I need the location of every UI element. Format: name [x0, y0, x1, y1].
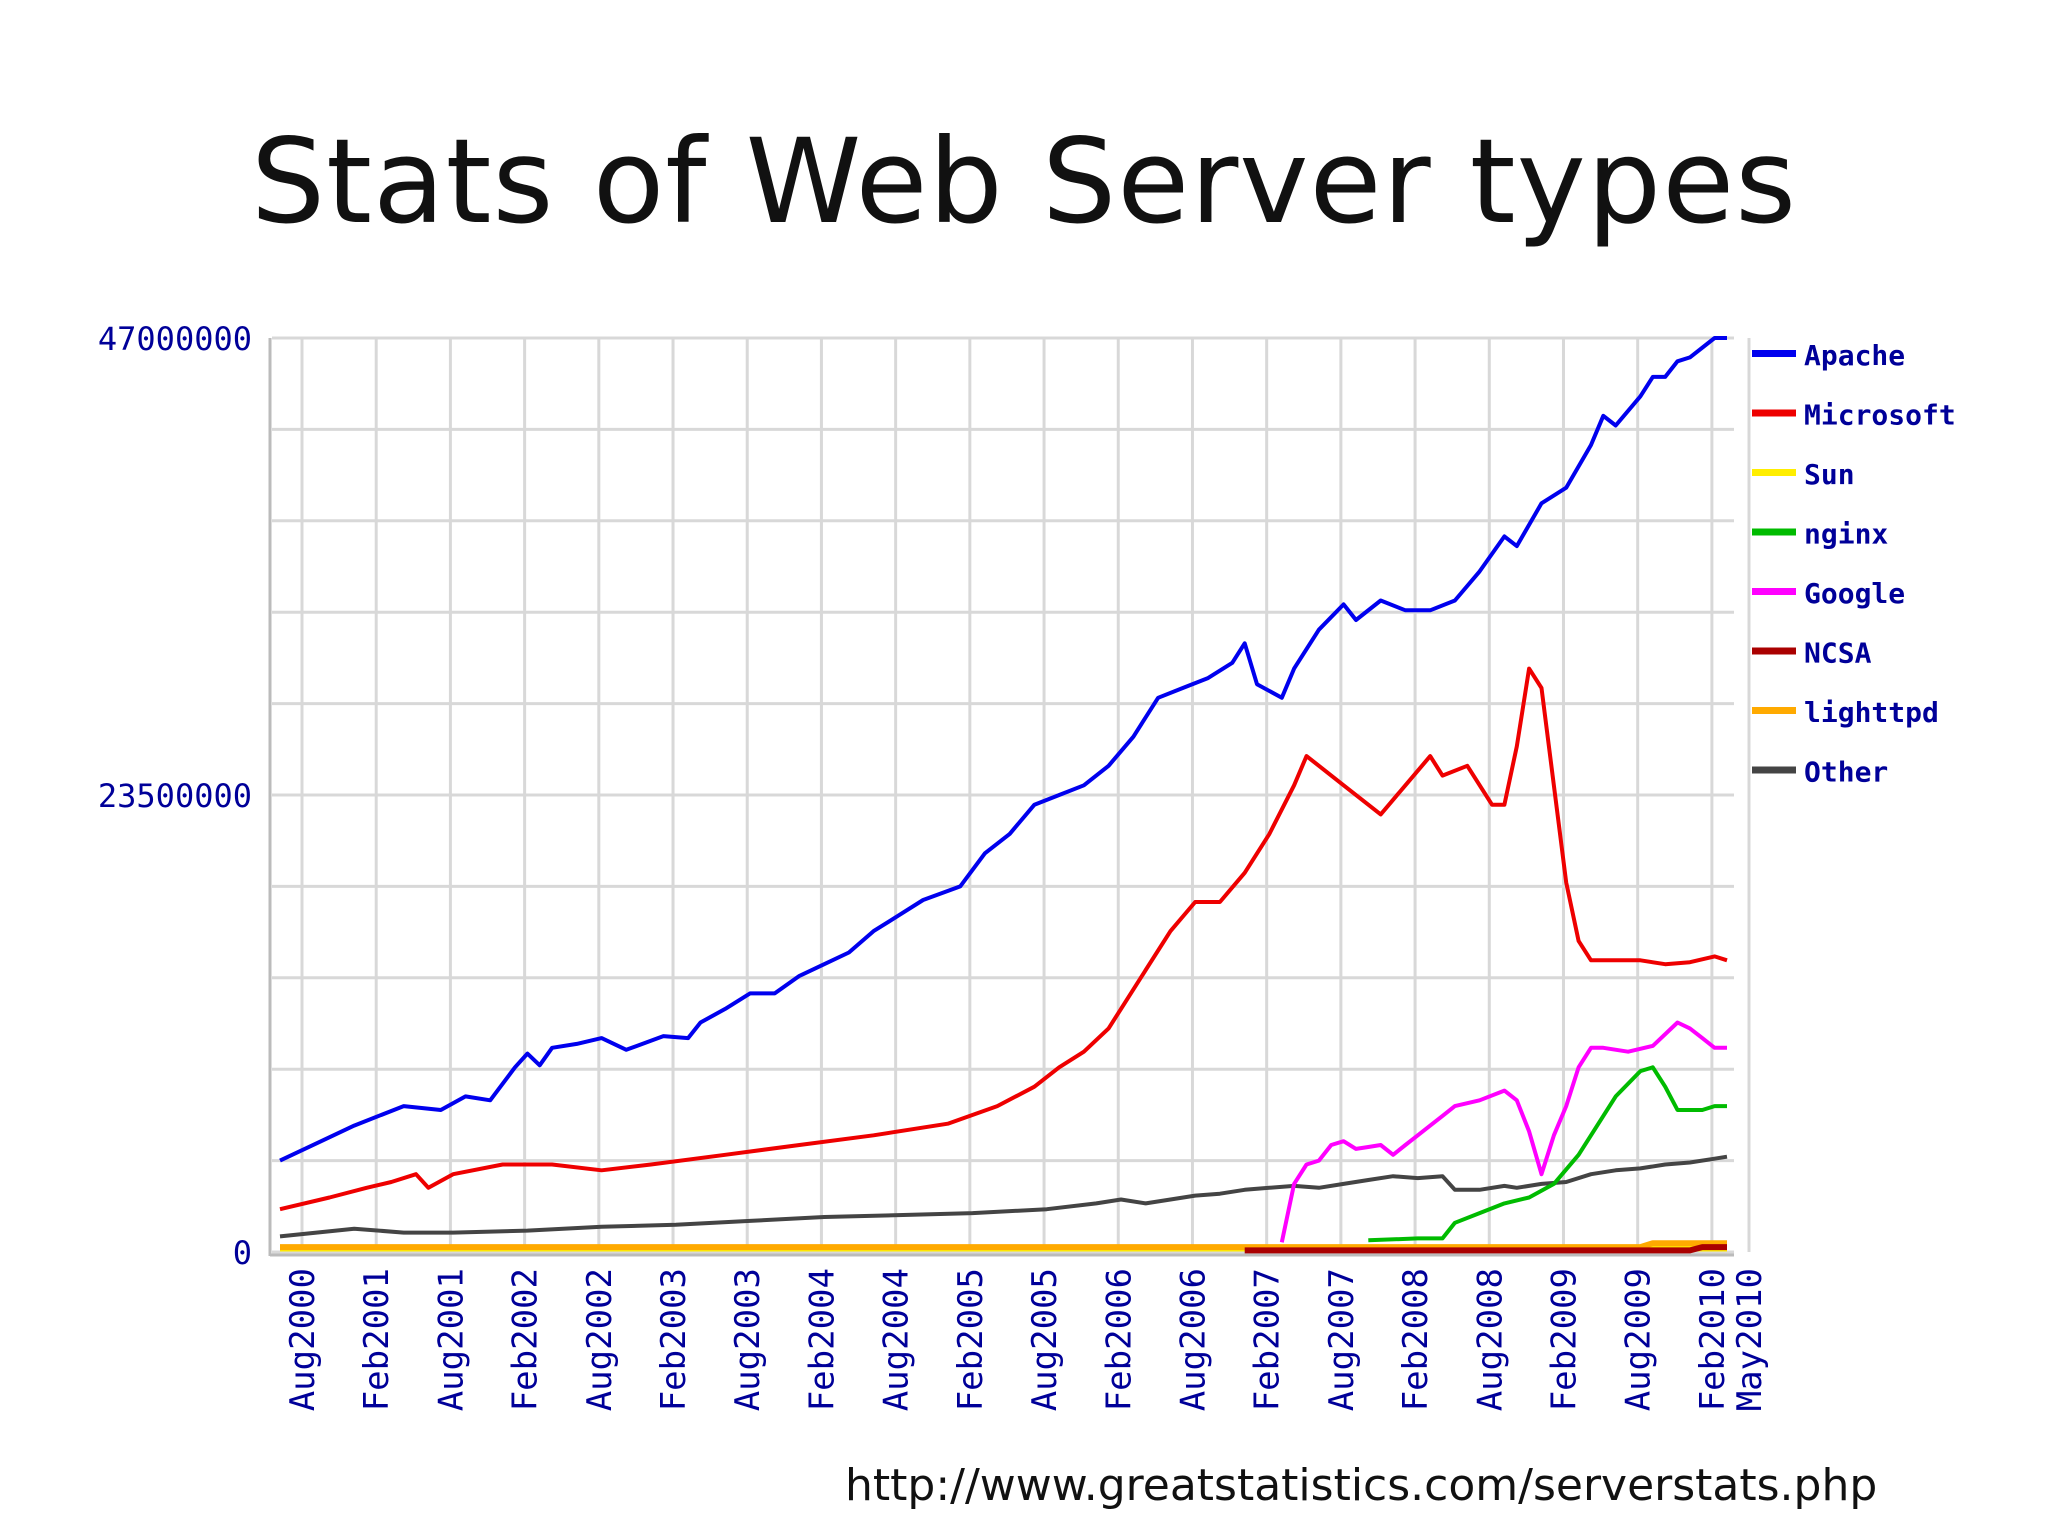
legend-label: NCSA: [1804, 637, 1872, 670]
x-tick-label: Feb2006: [1099, 1268, 1139, 1411]
x-axis-ticks: Aug2000 Feb2001 Aug2001 Feb2002 Aug2002 Feb20…: [283, 1268, 1770, 1411]
legend-swatch: [1752, 766, 1796, 774]
x-tick-label: Aug2009: [1619, 1268, 1659, 1411]
x-tick-label: Aug2008: [1470, 1268, 1510, 1411]
y-axis-ticks: 0 23500000 47000000: [98, 320, 252, 1272]
x-tick-label: Feb2002: [506, 1268, 546, 1411]
legend: Apache Microsoft Sun nginx Google NCSA lighttp…: [1752, 339, 1956, 789]
legend-swatch: [1752, 588, 1796, 595]
legend-swatch: [1752, 528, 1796, 536]
x-tick-label: Feb2009: [1544, 1268, 1584, 1411]
legend-swatch: [1752, 350, 1796, 357]
legend-swatch: [1752, 707, 1796, 714]
series-line-microsoft: [279, 666, 1728, 1212]
series-line-ncsa: [1244, 1244, 1727, 1254]
x-tick-label: May2010: [1730, 1268, 1770, 1411]
x-tick-label: Feb2001: [357, 1268, 397, 1411]
x-tick-label: Aug2003: [728, 1268, 768, 1411]
legend-label: Sun: [1804, 458, 1855, 491]
x-tick-label: Aug2000: [283, 1268, 323, 1411]
x-tick-label: Feb2003: [654, 1268, 694, 1411]
series-line-other: [279, 1154, 1728, 1239]
x-tick-label: Feb2005: [951, 1268, 991, 1411]
x-tick-label: Aug2005: [1025, 1268, 1065, 1411]
legend-label: Other: [1804, 756, 1888, 789]
grid-lines: [268, 336, 1751, 1257]
slide-title: Stats of Web Server types: [250, 113, 1798, 250]
legend-label: Apache: [1804, 339, 1905, 372]
x-tick-label: Aug2004: [877, 1268, 917, 1411]
y-tick-label: 47000000: [98, 320, 252, 358]
legend-label: nginx: [1804, 518, 1888, 551]
y-tick-label: 0: [233, 1234, 252, 1272]
x-tick-label: Feb2010: [1693, 1268, 1733, 1411]
legend-swatch: [1752, 469, 1796, 476]
series-line-apache: [279, 336, 1727, 1163]
legend-label: lighttpd: [1804, 696, 1939, 729]
series-lines: [279, 336, 1728, 1254]
series-line-lighttpd: [280, 1240, 1727, 1251]
series-line-nginx: [1368, 1065, 1727, 1243]
x-tick-label: Aug2001: [431, 1268, 471, 1411]
legend-swatch: [1752, 647, 1796, 655]
x-tick-label: Feb2004: [802, 1268, 842, 1411]
x-tick-label: Aug2002: [580, 1268, 620, 1411]
legend-label: Microsoft: [1804, 399, 1956, 432]
series-line-google: [1279, 1020, 1727, 1243]
y-tick-label: 23500000: [98, 777, 252, 815]
x-tick-label: Aug2007: [1322, 1268, 1362, 1411]
x-tick-label: Feb2008: [1396, 1268, 1436, 1411]
legend-label: Google: [1804, 577, 1905, 610]
legend-swatch: [1752, 409, 1796, 417]
x-tick-label: Feb2007: [1248, 1268, 1288, 1411]
server-stats-chart: 0 23500000 47000000 Aug2000 Feb2001 Aug2001 F…: [98, 320, 1956, 1411]
x-tick-label: Aug2006: [1173, 1268, 1213, 1411]
source-url[interactable]: http://www.greatstatistics.com/serversta…: [845, 1460, 1878, 1511]
